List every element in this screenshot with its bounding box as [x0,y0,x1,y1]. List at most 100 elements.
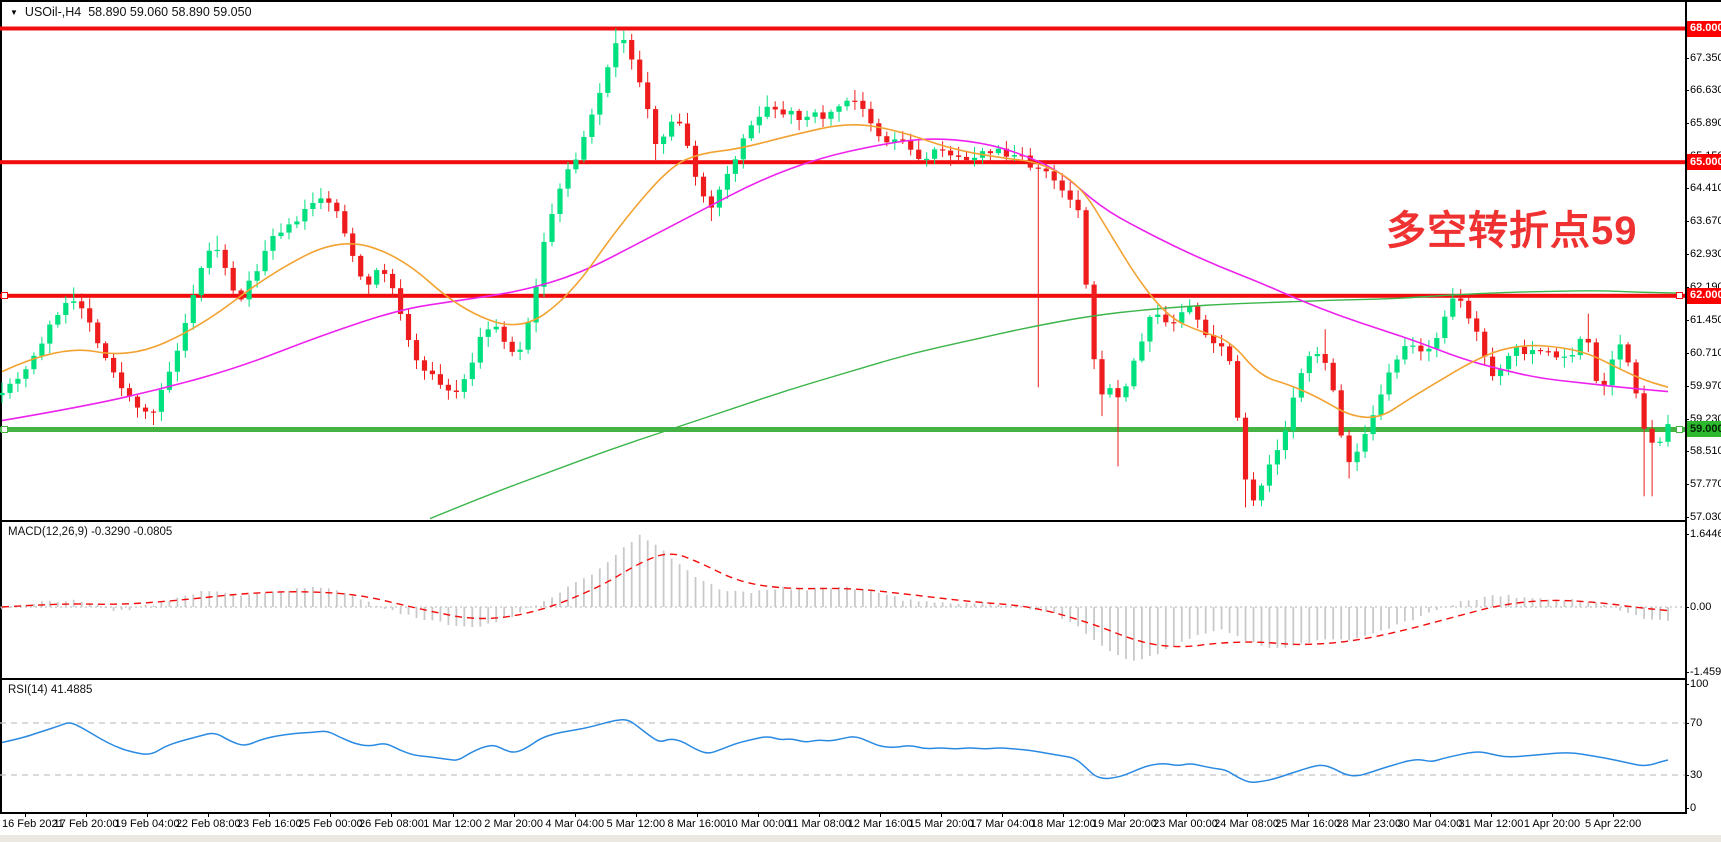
price-tick-label: 59.970 [1690,380,1721,393]
time-tick-mark [1429,812,1431,817]
support-line-59[interactable] [0,427,1685,432]
rsi-tick-mark [1685,808,1689,809]
time-label: 1 Apr 20:00 [1523,818,1581,830]
time-tick-mark [1552,812,1553,817]
main-macd-divider[interactable] [0,520,1687,522]
price-tick-mark [1685,122,1689,124]
rsi-tick-mark [1685,723,1689,724]
time-tick-mark [1124,812,1126,817]
time-tick-mark [1246,812,1248,817]
time-tick-mark [1368,812,1370,817]
time-label: 25 Mar 16:00 [1275,818,1341,830]
price-badge-65.000: 65.000 [1687,154,1721,171]
time-label: 11 Mar 08:00 [787,818,852,830]
price-tick-label: 64.410 [1690,182,1721,195]
time-tick-mark [1063,812,1065,817]
price-tick-label: 66.630 [1690,83,1721,96]
time-label: 15 Mar 20:00 [908,818,974,830]
time-tick-mark [147,812,149,817]
time-tick-mark [391,812,393,817]
time-label: 4 Mar 04:00 [545,818,605,830]
resistance-line-68[interactable] [0,26,1685,31]
macd-tick-mark [1685,607,1689,608]
time-tick-mark [452,812,454,817]
time-tick-mark [513,812,515,817]
time-label: 30 Mar 04:00 [1397,818,1463,830]
symbol-dropdown-icon[interactable]: ▼ [10,7,18,17]
macd-axis-label: -1.4594 [1690,665,1721,678]
macd-indicator-label: MACD(12,26,9) -0.3290 -0.0805 [8,526,173,538]
price-tick-label: 61.450 [1690,314,1721,327]
time-label: 12 Mar 16:00 [847,818,913,830]
time-tick-mark [696,812,698,817]
time-label: 16 Feb 2021 [2,818,64,830]
time-label: 5 Mar 12:00 [606,818,666,830]
time-label: 18 Mar 12:00 [1030,818,1096,830]
time-tick-mark [1307,812,1309,817]
time-tick-mark [757,812,759,817]
line-handle[interactable] [1676,292,1683,300]
time-tick-mark [25,812,26,817]
rsi-timeaxis-divider [0,812,1687,814]
line-handle[interactable] [1,292,8,300]
annotation-text[interactable]: 多空转折点59 [1386,209,1638,253]
window-bottom-strip [0,835,1721,842]
line-handle[interactable] [1676,425,1683,433]
price-tick-mark [1685,517,1689,519]
time-label: 5 Apr 22:00 [1584,818,1642,830]
time-label: 19 Mar 20:00 [1092,818,1157,830]
time-tick-mark [574,812,576,817]
resistance-line-65[interactable] [0,160,1685,165]
line-handle[interactable] [1,425,8,433]
macd-axis-label: 1.6446 [1690,527,1721,540]
price-tick-mark [1685,386,1689,388]
price-badge-68.000: 68.000 [1687,20,1721,37]
rsi-tick-mark [1685,775,1689,776]
time-label: 28 Mar 23:00 [1336,818,1402,830]
time-tick-mark [880,812,882,817]
time-label: 22 Feb 08:00 [175,818,241,830]
price-tick-mark [1685,188,1689,190]
price-tick-mark [1685,221,1689,223]
time-tick-mark [208,812,210,817]
time-tick-mark [1613,812,1615,817]
time-label: 10 Mar 00:00 [725,818,791,830]
chart-plot-area[interactable] [0,2,1685,842]
macd-rsi-divider[interactable] [0,678,1687,680]
time-tick-mark [819,812,821,817]
price-tick-label: 57.030 [1690,511,1721,524]
time-tick-mark [1185,812,1187,817]
rsi-axis-label: 30 [1690,769,1703,781]
time-tick-mark [269,812,271,817]
price-tick-mark [1685,353,1689,355]
price-tick-label: 63.670 [1690,215,1721,228]
time-tick-mark [941,812,943,817]
price-tick-label: 57.770 [1690,478,1721,491]
price-tick-label: 67.350 [1690,51,1721,64]
chart-title-bar: ▼ USOil-,H4 58.890 59.060 58.890 59.050 [10,5,252,19]
macd-tick-mark [1685,533,1689,535]
time-tick-mark [330,812,332,817]
rsi-indicator-label: RSI(14) 41.4885 [8,684,93,696]
time-label: 23 Mar 00:00 [1153,818,1218,830]
time-tick-mark [86,812,88,817]
ohlc-quote: 58.890 59.060 58.890 59.050 [88,5,252,19]
time-label: 1 Mar 12:00 [423,818,482,830]
time-label: 8 Mar 16:00 [667,818,727,830]
time-label: 17 Mar 04:00 [969,818,1035,830]
time-label: 17 Feb 20:00 [53,818,119,830]
price-tick-label: 65.890 [1690,116,1721,129]
resistance-line-62[interactable] [0,293,1685,298]
macd-axis-label: 0.00 [1690,601,1712,613]
time-label: 31 Mar 12:00 [1458,818,1524,830]
time-label: 2 Mar 20:00 [484,818,543,830]
price-tick-mark [1685,484,1689,486]
price-tick-mark [1685,419,1689,421]
time-label: 26 Feb 08:00 [359,818,424,830]
price-badge-59.000: 59.000 [1687,421,1721,438]
rsi-axis-label: 100 [1690,678,1709,690]
rsi-axis-label: 70 [1690,717,1703,729]
price-tick-label: 60.710 [1690,347,1721,360]
price-tick-mark [1685,451,1689,453]
